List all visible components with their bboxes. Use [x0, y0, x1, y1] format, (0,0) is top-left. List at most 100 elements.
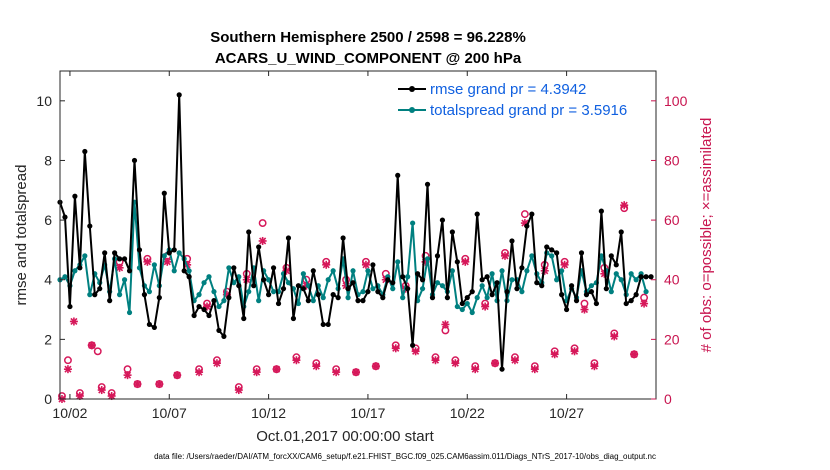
series-point-rmse	[519, 265, 525, 271]
obs-assimilated-stroke	[253, 368, 261, 376]
series-point-rmse	[395, 172, 401, 178]
y-right-tick-label: 20	[664, 331, 680, 347]
series-point-rmse	[261, 277, 267, 283]
series-point-spread	[171, 268, 177, 274]
obs-assimilated-marker	[530, 365, 539, 374]
series-point-rmse	[573, 298, 580, 304]
series-point-spread	[549, 253, 555, 259]
series-point-rmse	[246, 229, 252, 235]
x-tick-label: 10/22	[450, 405, 485, 421]
series-point-rmse	[131, 157, 138, 164]
series-point-rmse	[400, 274, 406, 280]
series-point-rmse	[126, 268, 133, 274]
series-point-spread	[419, 286, 426, 292]
obs-assimilated-stroke	[76, 392, 84, 400]
series-point-rmse	[181, 268, 187, 274]
series-point-spread	[82, 253, 88, 259]
series-point-spread	[226, 265, 232, 271]
series-point-spread	[62, 274, 68, 280]
obs-assimilated-stroke	[98, 386, 106, 394]
series-point-spread	[270, 289, 277, 295]
series-point-rmse	[206, 312, 212, 319]
obs-assimilated-stroke	[235, 386, 243, 394]
series-point-rmse	[623, 300, 629, 307]
obs-assimilated-marker	[212, 359, 221, 368]
series-point-rmse	[330, 292, 336, 298]
legend-box	[394, 78, 650, 120]
series-point-spread	[479, 283, 485, 289]
obs-assimilated-stroke	[116, 264, 124, 272]
series-point-rmse	[405, 286, 411, 292]
series-point-rmse	[67, 303, 73, 310]
obs-assimilated-marker	[630, 350, 639, 359]
series-point-rmse	[380, 295, 386, 301]
obs-assimilated-marker	[69, 317, 78, 326]
obs-assimilated-marker	[371, 362, 380, 371]
legend-label-rmse: rmse grand pr = 4.3942	[430, 81, 586, 98]
series-point-rmse	[544, 244, 550, 250]
series-point-rmse	[355, 298, 361, 304]
obs-assimilated-marker	[312, 362, 321, 371]
series-point-rmse	[211, 298, 217, 304]
obs-assimilated-marker	[195, 368, 204, 377]
series-point-spread	[176, 250, 182, 256]
series-point-spread	[370, 286, 376, 292]
series-point-rmse	[439, 217, 446, 223]
series-point-rmse	[136, 247, 143, 253]
obs-assimilated-stroke	[312, 362, 320, 370]
series-point-rmse	[201, 306, 207, 313]
obs-assimilated-stroke	[163, 258, 171, 266]
series-point-spread	[360, 289, 366, 295]
obs-assimilated-marker	[292, 356, 301, 365]
obs-assimilated-marker	[133, 380, 142, 389]
series-point-rmse	[529, 211, 535, 217]
obs-assimilated-stroke	[143, 258, 151, 266]
x-tick-label: 10/12	[251, 405, 286, 421]
series-point-spread	[618, 277, 624, 283]
series-point-spread	[489, 271, 495, 277]
series-point-rmse	[618, 229, 624, 235]
series-point-spread	[459, 306, 465, 313]
series-point-spread	[474, 295, 480, 301]
chart-title-line2: ACARS_U_WIND_COMPONENT @ 200 hPa	[215, 50, 522, 67]
axis-ticks: 10/02 10/07 10/12 10/17 10/22 10/270246810020…	[36, 71, 688, 421]
series-point-rmse	[534, 280, 540, 286]
obs-assimilated-marker	[580, 305, 589, 314]
obs-assimilated-stroke	[511, 356, 519, 364]
obs-assimilated-marker	[501, 251, 510, 260]
series-point-rmse	[494, 280, 500, 286]
y-right-tick-label: 80	[664, 152, 680, 168]
obs-possible-marker	[63, 356, 72, 365]
series-point-spread	[439, 283, 446, 289]
obs-assimilated-stroke	[64, 365, 72, 373]
y-right-tick-label: 100	[664, 93, 688, 109]
series-point-rmse	[72, 193, 78, 199]
x-axis-label: Oct.01,2017 00:00:00 start	[256, 428, 434, 445]
obs-assimilated-stroke	[272, 365, 281, 373]
obs-assimilated-marker	[481, 302, 490, 311]
series-point-spread	[509, 277, 515, 283]
series-point-rmse	[444, 295, 450, 301]
obs-assimilated-marker	[322, 260, 331, 269]
series-point-spread	[216, 303, 222, 310]
obs-assimilated-marker	[97, 386, 106, 395]
series-point-rmse	[643, 274, 649, 280]
series-point-rmse	[514, 286, 520, 292]
series-point-rmse	[484, 274, 490, 280]
obs-assimilated-stroke	[88, 341, 96, 349]
series-point-rmse	[365, 289, 371, 295]
series-point-spread	[345, 295, 351, 301]
series-point-rmse	[385, 277, 391, 283]
series-point-spread	[390, 286, 396, 292]
footnote: data file: /Users/raeder/DAI/ATM_forcXX/…	[154, 452, 656, 461]
obs-assimilated-stroke	[580, 305, 589, 314]
series-point-rmse	[464, 295, 470, 301]
series-point-spread	[186, 268, 192, 274]
obs-assimilated-marker	[610, 332, 619, 341]
obs-assimilated-stroke	[570, 347, 579, 355]
series-point-rmse	[360, 298, 366, 304]
obs-assimilated-marker	[173, 371, 182, 380]
series-point-rmse	[156, 295, 162, 301]
y-tick-label: 10	[36, 93, 52, 109]
series-point-spread	[628, 271, 634, 277]
